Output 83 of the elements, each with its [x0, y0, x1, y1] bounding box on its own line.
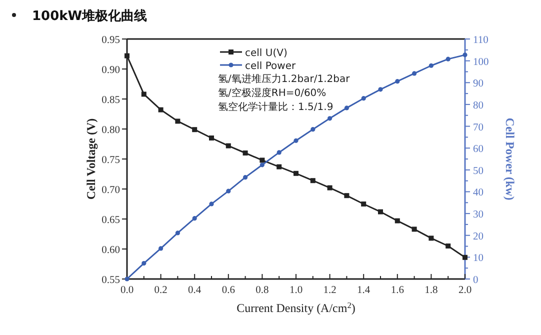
y2-tick-label: 70 — [473, 122, 484, 134]
x-tick-label: 1.6 — [390, 285, 404, 296]
point — [124, 53, 130, 58]
point — [462, 254, 468, 260]
y2-tick-label: 80 — [473, 100, 484, 112]
point — [294, 138, 298, 143]
point — [192, 216, 197, 221]
point — [361, 202, 366, 206]
point — [344, 106, 349, 110]
y2-tick-label: 60 — [473, 144, 484, 156]
y2-tick-label: 10 — [473, 253, 484, 264]
y-axis-title: Cell Voltage (V) — [84, 118, 98, 200]
point — [158, 107, 164, 112]
annotation: 氢/空极湿度RH=0/60% — [218, 87, 326, 99]
point — [446, 56, 450, 62]
y2-tick-label: 20 — [473, 231, 484, 242]
y-tick-label: 0.60 — [102, 245, 120, 256]
y-tick-label: 0.70 — [102, 185, 120, 196]
y-tick-label: 0.90 — [102, 65, 120, 76]
y-tick-label: 0.55 — [102, 275, 120, 286]
y2-tick-label: 40 — [473, 188, 484, 199]
point — [226, 188, 231, 194]
x-tick-label: 1.8 — [424, 285, 438, 296]
y-tick-label: 0.95 — [102, 35, 120, 46]
x-tick-label: 0.2 — [154, 285, 168, 296]
y2-axis-title: Cell Power (kw) — [503, 118, 517, 200]
point — [428, 63, 434, 68]
x-tick-label: 0.4 — [188, 285, 202, 296]
point — [243, 175, 248, 180]
point — [209, 202, 214, 206]
y2-tick-label: 90 — [473, 78, 484, 90]
point — [361, 96, 366, 101]
point — [124, 276, 130, 282]
x-tick-label: 0.6 — [222, 285, 235, 296]
point — [260, 162, 264, 168]
point — [192, 127, 198, 132]
point — [226, 143, 231, 148]
y2-tick-label: 50 — [473, 166, 484, 177]
y2-tick-label: 110 — [473, 35, 488, 46]
point — [142, 260, 146, 266]
point — [310, 127, 316, 132]
point — [395, 79, 400, 84]
point — [344, 193, 350, 198]
point — [378, 209, 383, 214]
point — [175, 230, 180, 236]
y-tick-label: 0.75 — [102, 155, 120, 166]
point — [158, 246, 164, 251]
legend-label: cell U(V) — [245, 48, 288, 59]
legend-label: cell Power — [245, 61, 297, 72]
point — [276, 164, 282, 170]
point — [175, 118, 180, 124]
point — [462, 52, 468, 58]
y2-tick-label: 100 — [473, 56, 489, 68]
y-tick-label: 0.80 — [102, 125, 120, 136]
point — [412, 71, 417, 76]
y-tick-label: 0.65 — [102, 215, 120, 226]
point — [378, 87, 383, 92]
annotation: 氢空化学计量比：1.5/1.9 — [218, 101, 334, 113]
annotation: 氢/氧进堆压力1.2bar/1.2bar — [218, 73, 351, 85]
point — [242, 150, 248, 156]
x-tick-label: 1.4 — [357, 285, 371, 296]
point — [310, 178, 316, 184]
x-tick-label: 0.8 — [256, 285, 269, 296]
point — [446, 244, 451, 248]
x-axis-title: Current Density (A/cm$^{2}$) — [236, 300, 356, 315]
point — [294, 170, 298, 176]
point — [428, 236, 434, 241]
point — [394, 218, 400, 224]
y2-tick-label: 30 — [473, 210, 484, 221]
x-tick-label: 1.0 — [289, 285, 303, 296]
point — [260, 158, 265, 163]
point — [328, 116, 332, 121]
point — [141, 92, 146, 97]
x-tick-label: 2.0 — [458, 285, 472, 296]
y2-tick-label: 0 — [473, 275, 478, 286]
chart-title: 100kW堆极化曲线 — [32, 9, 148, 24]
point — [209, 136, 214, 140]
point — [276, 150, 282, 155]
x-tick-label: 0.0 — [120, 285, 134, 296]
y-tick-label: 0.85 — [102, 95, 120, 106]
point — [327, 185, 332, 190]
x-tick-label: 1.2 — [323, 285, 336, 296]
point — [412, 226, 417, 232]
